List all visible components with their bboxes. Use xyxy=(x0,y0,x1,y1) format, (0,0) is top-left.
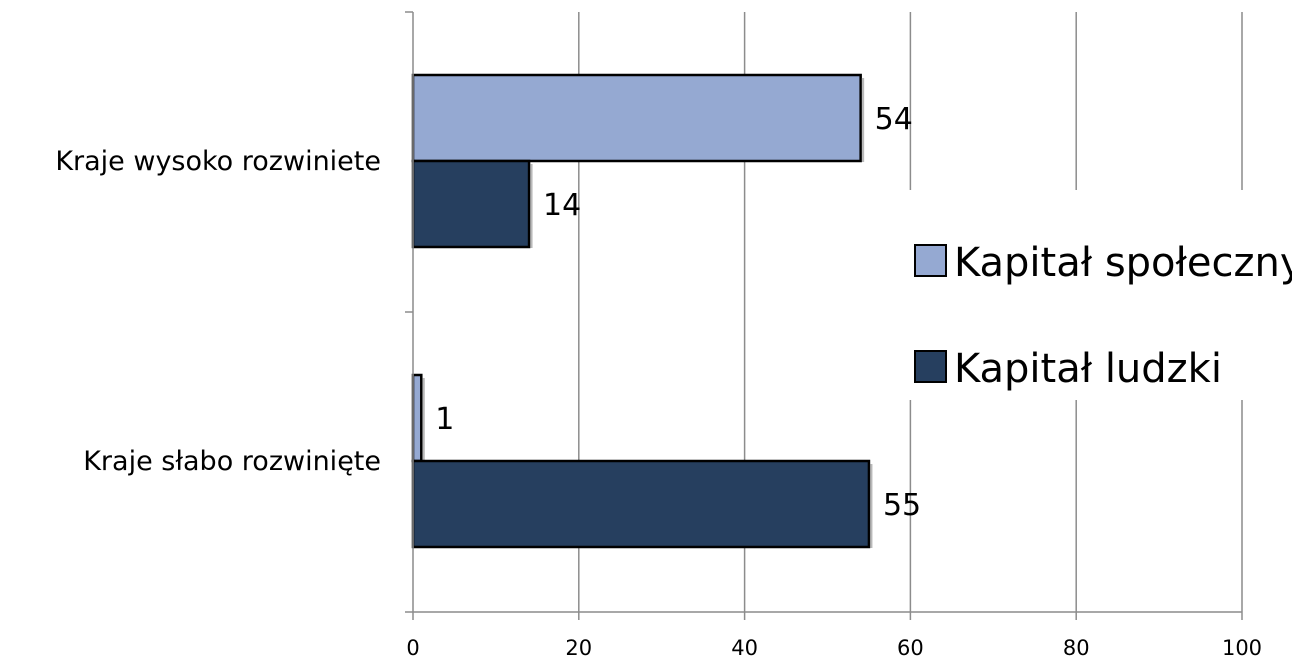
bar-shadow xyxy=(530,164,533,248)
data-label: 1 xyxy=(435,402,454,437)
category-label: Kraje słabo rozwinięte xyxy=(83,446,381,477)
bar xyxy=(411,73,862,163)
labels: 0 20 40 60 80 100 54 14 Kraje wysoko rozwiniete 1… xyxy=(55,102,1262,660)
x-tick-label: 80 xyxy=(1063,636,1090,660)
legend: Kapitał społeczny Kapitał ludzki xyxy=(880,190,1292,400)
x-tick-label: 20 xyxy=(565,636,592,660)
data-label: 14 xyxy=(543,188,581,223)
legend-swatch xyxy=(914,244,947,277)
bar-shadow xyxy=(861,78,865,162)
bar-shadow xyxy=(422,378,425,462)
category-label: Kraje wysoko rozwiniete xyxy=(55,146,381,177)
legend-entry-label: Kapitał ludzki xyxy=(954,346,1222,392)
legend-swatch xyxy=(914,350,947,383)
data-label: 54 xyxy=(875,102,913,137)
x-tick-label: 60 xyxy=(897,636,924,660)
x-tick-label: 100 xyxy=(1222,636,1262,660)
axes xyxy=(405,11,1243,620)
bar xyxy=(411,373,423,463)
legend-entry-label: Kapitał społeczny xyxy=(954,240,1292,286)
x-tick-label: 0 xyxy=(406,636,419,660)
data-label: 55 xyxy=(883,488,921,523)
legend-background xyxy=(880,190,1290,400)
bars xyxy=(411,73,873,549)
x-tick-label: 40 xyxy=(731,636,758,660)
bar xyxy=(411,159,531,249)
bar-shadow xyxy=(869,464,873,548)
bar xyxy=(411,459,871,549)
